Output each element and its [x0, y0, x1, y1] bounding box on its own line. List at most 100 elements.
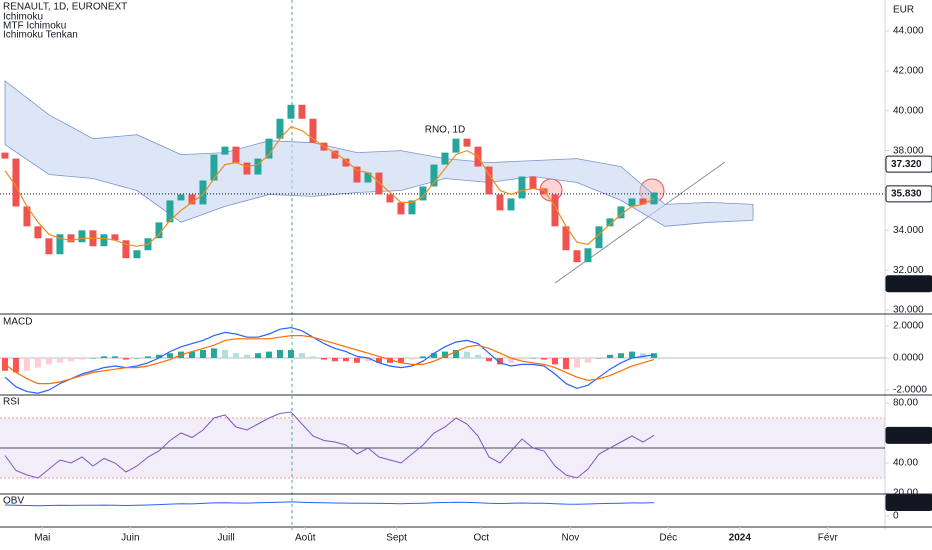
histogram-bar [375, 358, 382, 363]
histogram-bar [386, 358, 393, 363]
watermark: RNO, 1D [425, 125, 466, 136]
candle [232, 146, 240, 163]
histogram-bar [452, 350, 459, 358]
candle [34, 226, 42, 239]
histogram-bar [133, 358, 140, 359]
candle [188, 194, 196, 205]
x-tick-label: Août [295, 533, 316, 544]
y-tick-label: 0 [893, 511, 899, 522]
y-tick-label: 30.000 [893, 305, 924, 316]
candle [210, 154, 218, 181]
candle [23, 206, 31, 227]
histogram-bar [496, 358, 503, 365]
x-tick-label: Mai [34, 533, 50, 544]
x-tick-label: Juin [121, 533, 139, 544]
candle [485, 166, 493, 195]
histogram-bar [155, 354, 162, 358]
candle [67, 234, 75, 243]
histogram-bar [595, 358, 602, 359]
histogram-bar [265, 351, 272, 358]
histogram-bar [111, 356, 118, 358]
histogram-bar [78, 358, 85, 360]
y-tick-label: 2.0000 [893, 321, 924, 332]
candle [430, 164, 438, 187]
candle [573, 250, 581, 263]
y-tick-label: 0.0000 [893, 353, 924, 364]
candle [155, 222, 163, 239]
pane-title: OBV [3, 496, 24, 507]
candle [12, 158, 20, 207]
histogram-bar [551, 358, 558, 365]
histogram-bar [463, 351, 470, 358]
candle [100, 234, 108, 247]
histogram-bar [67, 358, 74, 362]
macd-line [4, 335, 655, 385]
x-tick-label: Sept [386, 533, 407, 544]
y-tick-label: 20.00 [893, 488, 918, 499]
histogram-bar [650, 353, 657, 358]
histogram-bar [1, 358, 8, 371]
x-tick-label: 2024 [729, 533, 752, 544]
histogram-bar [254, 353, 261, 358]
trend-line [554, 161, 726, 284]
candle [617, 206, 625, 219]
histogram-bar [419, 356, 426, 358]
histogram-bar [243, 354, 250, 358]
y-tick-label: 80.00 [893, 398, 918, 409]
price-badge [885, 494, 932, 512]
histogram-bar [430, 353, 437, 358]
histogram-bar [320, 358, 327, 360]
candle [441, 152, 449, 165]
candle [309, 118, 317, 143]
y-tick-label: 38.000 [893, 145, 924, 156]
y-tick-label: -2.0000 [893, 385, 927, 396]
histogram-bar [540, 358, 547, 360]
pane-title: RSI [3, 397, 20, 408]
histogram-bar [23, 358, 30, 371]
histogram-bar [232, 353, 239, 358]
chart-title: RENAULT, 1D, EURONEXT [3, 2, 127, 13]
price-badge-label: 35.830 [891, 188, 922, 199]
candle [463, 138, 471, 147]
histogram-bar [408, 358, 415, 360]
candle [111, 234, 119, 241]
candle [496, 194, 504, 211]
candle [342, 158, 350, 167]
histogram-bar [34, 358, 41, 368]
x-tick-label: Nov [561, 533, 579, 544]
histogram-bar [221, 350, 228, 358]
histogram-bar [441, 351, 448, 358]
histogram-bar [584, 358, 591, 363]
price-badge-label: 20.821M [891, 497, 930, 508]
histogram-bar [144, 356, 151, 358]
y-tick-label: 44.000 [893, 26, 924, 37]
histogram-bar [166, 353, 173, 358]
candle [375, 172, 383, 195]
candle [243, 162, 251, 175]
candle [408, 200, 416, 215]
candle [419, 186, 427, 201]
x-tick-label: Oct [473, 533, 489, 544]
price-badge [885, 275, 932, 293]
indicator-name: Ichimoku [3, 12, 43, 23]
candle [595, 226, 603, 249]
candle [397, 202, 405, 215]
histogram-bar [199, 350, 206, 358]
obv-line [4, 501, 655, 507]
histogram-bar [331, 358, 338, 362]
y-tick-label: 34.000 [893, 225, 924, 236]
histogram-bar [287, 350, 294, 358]
x-tick-label: Juill [217, 533, 234, 544]
histogram-bar [639, 353, 646, 358]
candle [452, 138, 460, 153]
candle [639, 198, 647, 205]
price-badge-label: 37.320 [891, 159, 922, 170]
candle [518, 176, 526, 199]
histogram-bar [188, 351, 195, 358]
histogram-bar [100, 356, 107, 358]
candle [298, 104, 306, 119]
histogram-bar [12, 358, 19, 373]
price-badge-label: 31.320 [891, 278, 922, 289]
